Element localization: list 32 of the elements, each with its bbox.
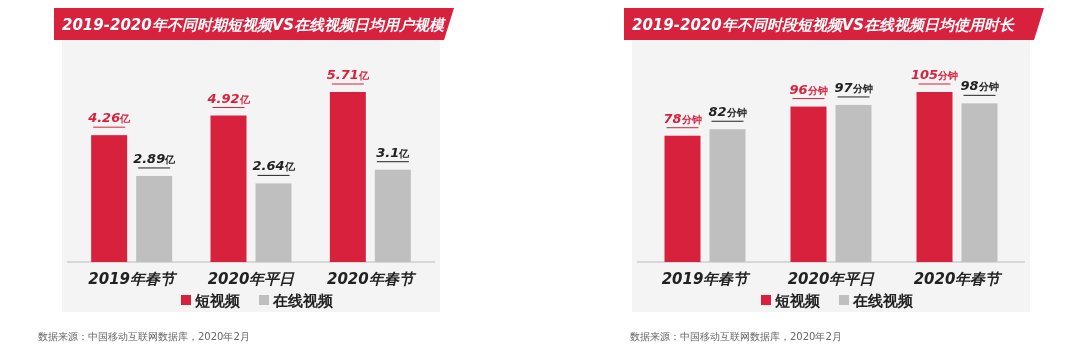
bar — [790, 106, 827, 262]
data-label: 82分钟 — [708, 104, 747, 120]
x-tick-label: 2020年平日 — [787, 270, 876, 288]
data-label: 2.64亿 — [252, 158, 296, 174]
data-label: 97分钟 — [834, 79, 873, 95]
data-label: 4.26亿 — [87, 110, 132, 126]
bar — [210, 115, 247, 262]
data-label: 78分钟 — [663, 110, 702, 126]
data-label: 5.71亿 — [326, 67, 370, 82]
source-note: 数据来源：中国移动互联网数据库，2020年2月 — [38, 331, 250, 342]
data-label: 4.92亿 — [206, 90, 251, 106]
x-tick-label: 2020年平日 — [207, 270, 296, 288]
legend-label: 在线视频 — [272, 292, 334, 310]
x-tick-label: 2020年春节 — [326, 270, 417, 288]
bar — [664, 135, 701, 262]
chart-title: 2019-2020年不同时期短视频VS在线视频日均用户规模 — [62, 16, 448, 34]
bar — [91, 135, 128, 262]
data-label: 105分钟 — [910, 67, 959, 82]
legend-label: 在线视频 — [852, 292, 914, 310]
source-note: 数据来源：中国移动互联网数据库，2020年2月 — [630, 331, 842, 342]
bar — [916, 92, 953, 262]
x-tick-label: 2020年春节 — [913, 270, 1004, 288]
data-label: 96分钟 — [789, 81, 828, 97]
legend-label: 短视频 — [774, 292, 821, 310]
data-label: 3.1亿 — [376, 144, 411, 160]
chart-title: 2019-2020年不同时段短视频VS在线视频日均使用时长 — [632, 16, 1016, 34]
x-tick-label: 2019年春节 — [661, 270, 752, 288]
data-label: 2.89亿 — [133, 150, 177, 166]
bar — [329, 92, 366, 262]
x-tick-label: 2019年春节 — [88, 270, 179, 288]
data-label: 98分钟 — [960, 78, 999, 94]
legend-label: 短视频 — [194, 292, 241, 310]
